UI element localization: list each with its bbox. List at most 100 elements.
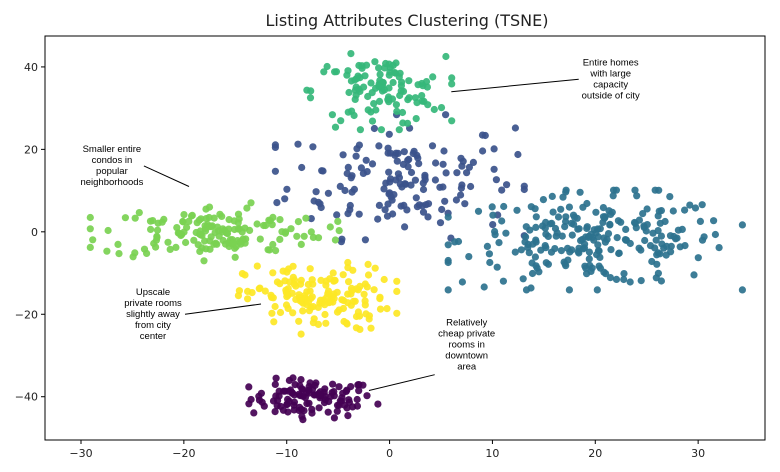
point-lime (172, 243, 180, 251)
point-green (331, 68, 339, 76)
point-purple (335, 383, 343, 391)
point-purple (274, 396, 282, 404)
point-navy (419, 185, 428, 194)
point-navy (461, 200, 469, 208)
point-green (358, 64, 366, 72)
point-lime (180, 211, 188, 219)
point-teal (583, 224, 591, 232)
point-green (345, 88, 353, 97)
point-navy (319, 167, 327, 175)
point-teal (568, 231, 576, 239)
point-purple (297, 376, 305, 384)
point-teal (451, 238, 459, 246)
point-lime (269, 213, 277, 221)
point-teal (696, 217, 705, 225)
point-lime (302, 214, 310, 222)
point-purple (341, 401, 349, 409)
point-lime (215, 227, 223, 235)
point-teal (571, 213, 579, 221)
point-teal (599, 213, 608, 221)
point-navy (337, 238, 345, 246)
point-navy (352, 152, 360, 160)
point-teal (690, 271, 698, 279)
point-navy (395, 174, 403, 182)
point-purple (349, 403, 357, 411)
point-lime (234, 219, 242, 227)
point-teal (486, 258, 494, 267)
point-lime (235, 225, 243, 233)
point-teal (657, 277, 666, 285)
point-purple (272, 374, 280, 382)
point-yellow (361, 297, 369, 305)
point-green (393, 107, 401, 115)
point-teal (698, 201, 706, 209)
point-lime (225, 216, 233, 224)
point-navy (436, 219, 445, 227)
point-green (368, 117, 377, 125)
point-teal (667, 242, 675, 250)
point-navy (347, 174, 355, 182)
point-teal (511, 248, 519, 256)
point-teal (615, 249, 623, 258)
point-lime (256, 235, 264, 243)
point-navy (312, 188, 320, 196)
point-navy (341, 186, 349, 195)
point-navy (432, 159, 440, 167)
point-lime (135, 209, 143, 217)
point-teal (691, 204, 700, 212)
point-yellow (256, 284, 264, 292)
annotation-leader (368, 374, 435, 391)
point-teal (548, 192, 556, 200)
point-lime (272, 247, 280, 255)
point-teal (527, 284, 535, 292)
point-purple (311, 381, 319, 390)
point-teal (531, 253, 540, 261)
point-purple (284, 395, 292, 403)
y-tick-label: 20 (24, 143, 38, 156)
point-purple (325, 397, 333, 406)
point-green (448, 117, 456, 125)
point-lime (215, 232, 223, 240)
point-teal (669, 207, 677, 215)
point-green (399, 119, 407, 127)
point-yellow (352, 324, 360, 332)
point-navy (438, 205, 446, 214)
point-yellow (364, 271, 373, 279)
point-teal (483, 242, 491, 250)
point-green (347, 77, 355, 85)
point-teal (585, 248, 594, 256)
point-navy (419, 208, 428, 216)
point-green (323, 62, 331, 71)
point-yellow (365, 312, 373, 320)
point-purple (355, 387, 363, 395)
scatter-points (86, 50, 747, 424)
point-yellow (333, 288, 341, 296)
point-navy (465, 163, 473, 171)
point-lime (174, 229, 182, 237)
point-navy (400, 148, 408, 156)
point-teal (593, 286, 601, 294)
point-yellow (360, 290, 368, 298)
point-lime (182, 238, 190, 247)
point-purple (355, 381, 363, 389)
point-teal (522, 233, 530, 241)
point-green (448, 80, 456, 88)
x-tick-label: 10 (485, 447, 499, 460)
point-yellow (344, 258, 352, 267)
point-navy (440, 147, 448, 155)
point-teal (558, 232, 566, 240)
point-lime (253, 220, 261, 228)
point-teal (565, 286, 574, 294)
point-teal (655, 207, 663, 215)
point-navy (271, 141, 279, 149)
point-teal (513, 206, 521, 214)
point-teal (620, 270, 628, 278)
point-navy (424, 213, 432, 221)
annotation-text: Relatively cheap private rooms in downtown a… (438, 318, 495, 373)
point-lime (229, 239, 237, 247)
point-navy (362, 156, 370, 164)
point-navy (387, 175, 395, 183)
point-navy (412, 194, 420, 202)
x-tick-label: −10 (275, 447, 298, 460)
point-lime (216, 210, 224, 218)
